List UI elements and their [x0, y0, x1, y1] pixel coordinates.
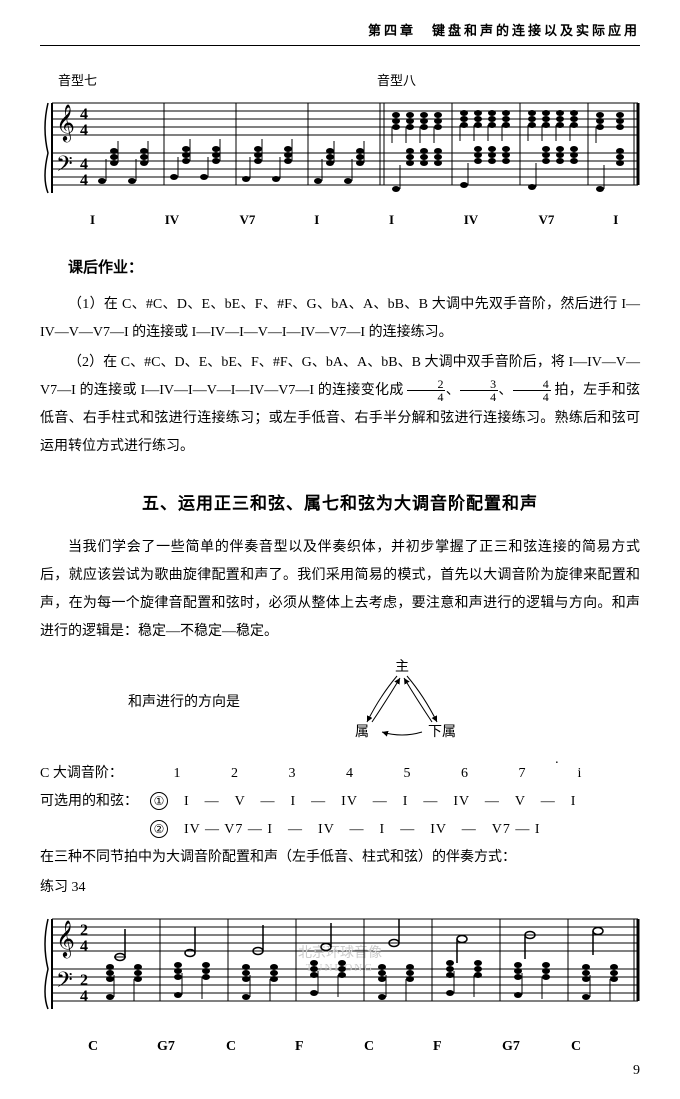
bass-clef-icon: 𝄢 — [56, 152, 73, 181]
svg-text:𝄢: 𝄢 — [56, 968, 73, 997]
homework-item-1: （1）在 C、#C、D、E、bE、F、#F、G、bA、A、bB、B 大调中先双手… — [40, 291, 640, 347]
chapter-header: 第四章 键盘和声的连接以及实际应用 — [40, 20, 640, 46]
scale-row: C 大调音阶： 1 2 3 4 5 6 7 i — [40, 760, 640, 788]
chord-label: V7 — [539, 212, 566, 228]
section-5-title: 五、运用正三和弦、属七和弦为大调音阶配置和声 — [40, 489, 640, 514]
svg-text:2: 2 — [80, 972, 88, 989]
chord-label: G7 — [502, 1039, 571, 1055]
music-score-2: 𝄞 𝄢 2 4 2 4 北京环球音像 TUNDONG — [40, 904, 640, 1024]
harmony-direction-diagram: 和声进行的方向是 主 属 下属 — [40, 656, 640, 746]
node-xiashu: 下属 — [428, 725, 456, 740]
svg-text:4: 4 — [80, 938, 88, 955]
chord-label: F — [433, 1039, 502, 1055]
chord-label: I — [389, 212, 416, 228]
page-number: 9 — [40, 1063, 640, 1079]
chord-label: C — [88, 1039, 157, 1055]
accompaniment-text: 在三种不同节拍中为大调音阶配置和声（左手低音、柱式和弦）的伴奏方式： — [40, 844, 640, 872]
node-shu: 属 — [355, 725, 369, 740]
fraction-3-4: 34 — [460, 378, 498, 403]
exercise-label: 练习 34 — [40, 874, 640, 902]
chord-label: IV — [165, 212, 192, 228]
score2-chord-labels: C G7 C F C F G7 C — [40, 1039, 640, 1055]
svg-text:4: 4 — [80, 122, 88, 139]
svg-text:𝄞: 𝄞 — [56, 920, 75, 958]
scale-degrees: 1 2 3 4 5 6 7 i — [150, 760, 607, 788]
chord-label: C — [364, 1039, 433, 1055]
music-score-1: 𝄞 𝄢 4 4 4 4 — [40, 93, 640, 203]
treble-clef-icon: 𝄞 — [56, 104, 75, 142]
scale-label: C 大调音阶： — [40, 760, 150, 788]
chord-label: C — [571, 1039, 640, 1055]
direction-label: 和声进行的方向是 — [128, 691, 240, 711]
watermark-text: 北京环球音像 — [298, 944, 382, 961]
option-2-seq: IV — V7 — I — IV — I — IV — V7 — I — [184, 816, 541, 844]
score1-pattern-labels: 音型七 音型八 — [40, 70, 640, 89]
pattern-label-7: 音型七 — [58, 70, 97, 89]
chord-label: F — [295, 1039, 364, 1055]
chord-label: G7 — [157, 1039, 226, 1055]
svg-text:4: 4 — [80, 172, 88, 189]
chord-label: I — [314, 212, 341, 228]
svg-text:4: 4 — [80, 106, 88, 123]
homework-item-2: （2）在 C、#C、D、E、bE、F、#F、G、bA、A、bB、B 大调中双手音… — [40, 349, 640, 461]
svg-text:4: 4 — [80, 988, 88, 1005]
option-marker-2: ② — [150, 820, 168, 838]
chord-option-1: 可选用的和弦： ① I — V — I — IV — I — IV — V — … — [40, 788, 640, 816]
chord-label: IV — [464, 212, 491, 228]
option-marker-1: ① — [150, 792, 168, 810]
chord-label: I — [613, 212, 640, 228]
pattern-label-8: 音型八 — [377, 70, 416, 89]
node-zhu: 主 — [395, 659, 409, 675]
svg-text:2: 2 — [80, 922, 88, 939]
svg-text:4: 4 — [80, 156, 88, 173]
chord-label: V7 — [240, 212, 267, 228]
score1-chord-labels: I IV V7 I I IV V7 I — [40, 212, 640, 228]
options-label: 可选用的和弦： — [40, 788, 150, 816]
chord-option-2: ② IV — V7 — I — IV — I — IV — V7 — I — [40, 816, 640, 844]
option-1-seq: I — V — I — IV — I — IV — V — I — [184, 788, 576, 816]
fraction-2-4: 24 — [407, 378, 445, 403]
section-5-para: 当我们学会了一些简单的伴奏音型以及伴奏织体，并初步掌握了正三和弦连接的简易方式后… — [40, 534, 640, 646]
fraction-4-4: 44 — [513, 378, 551, 403]
chord-label: I — [90, 212, 117, 228]
chord-label: C — [226, 1039, 295, 1055]
homework-title: 课后作业： — [40, 256, 640, 277]
